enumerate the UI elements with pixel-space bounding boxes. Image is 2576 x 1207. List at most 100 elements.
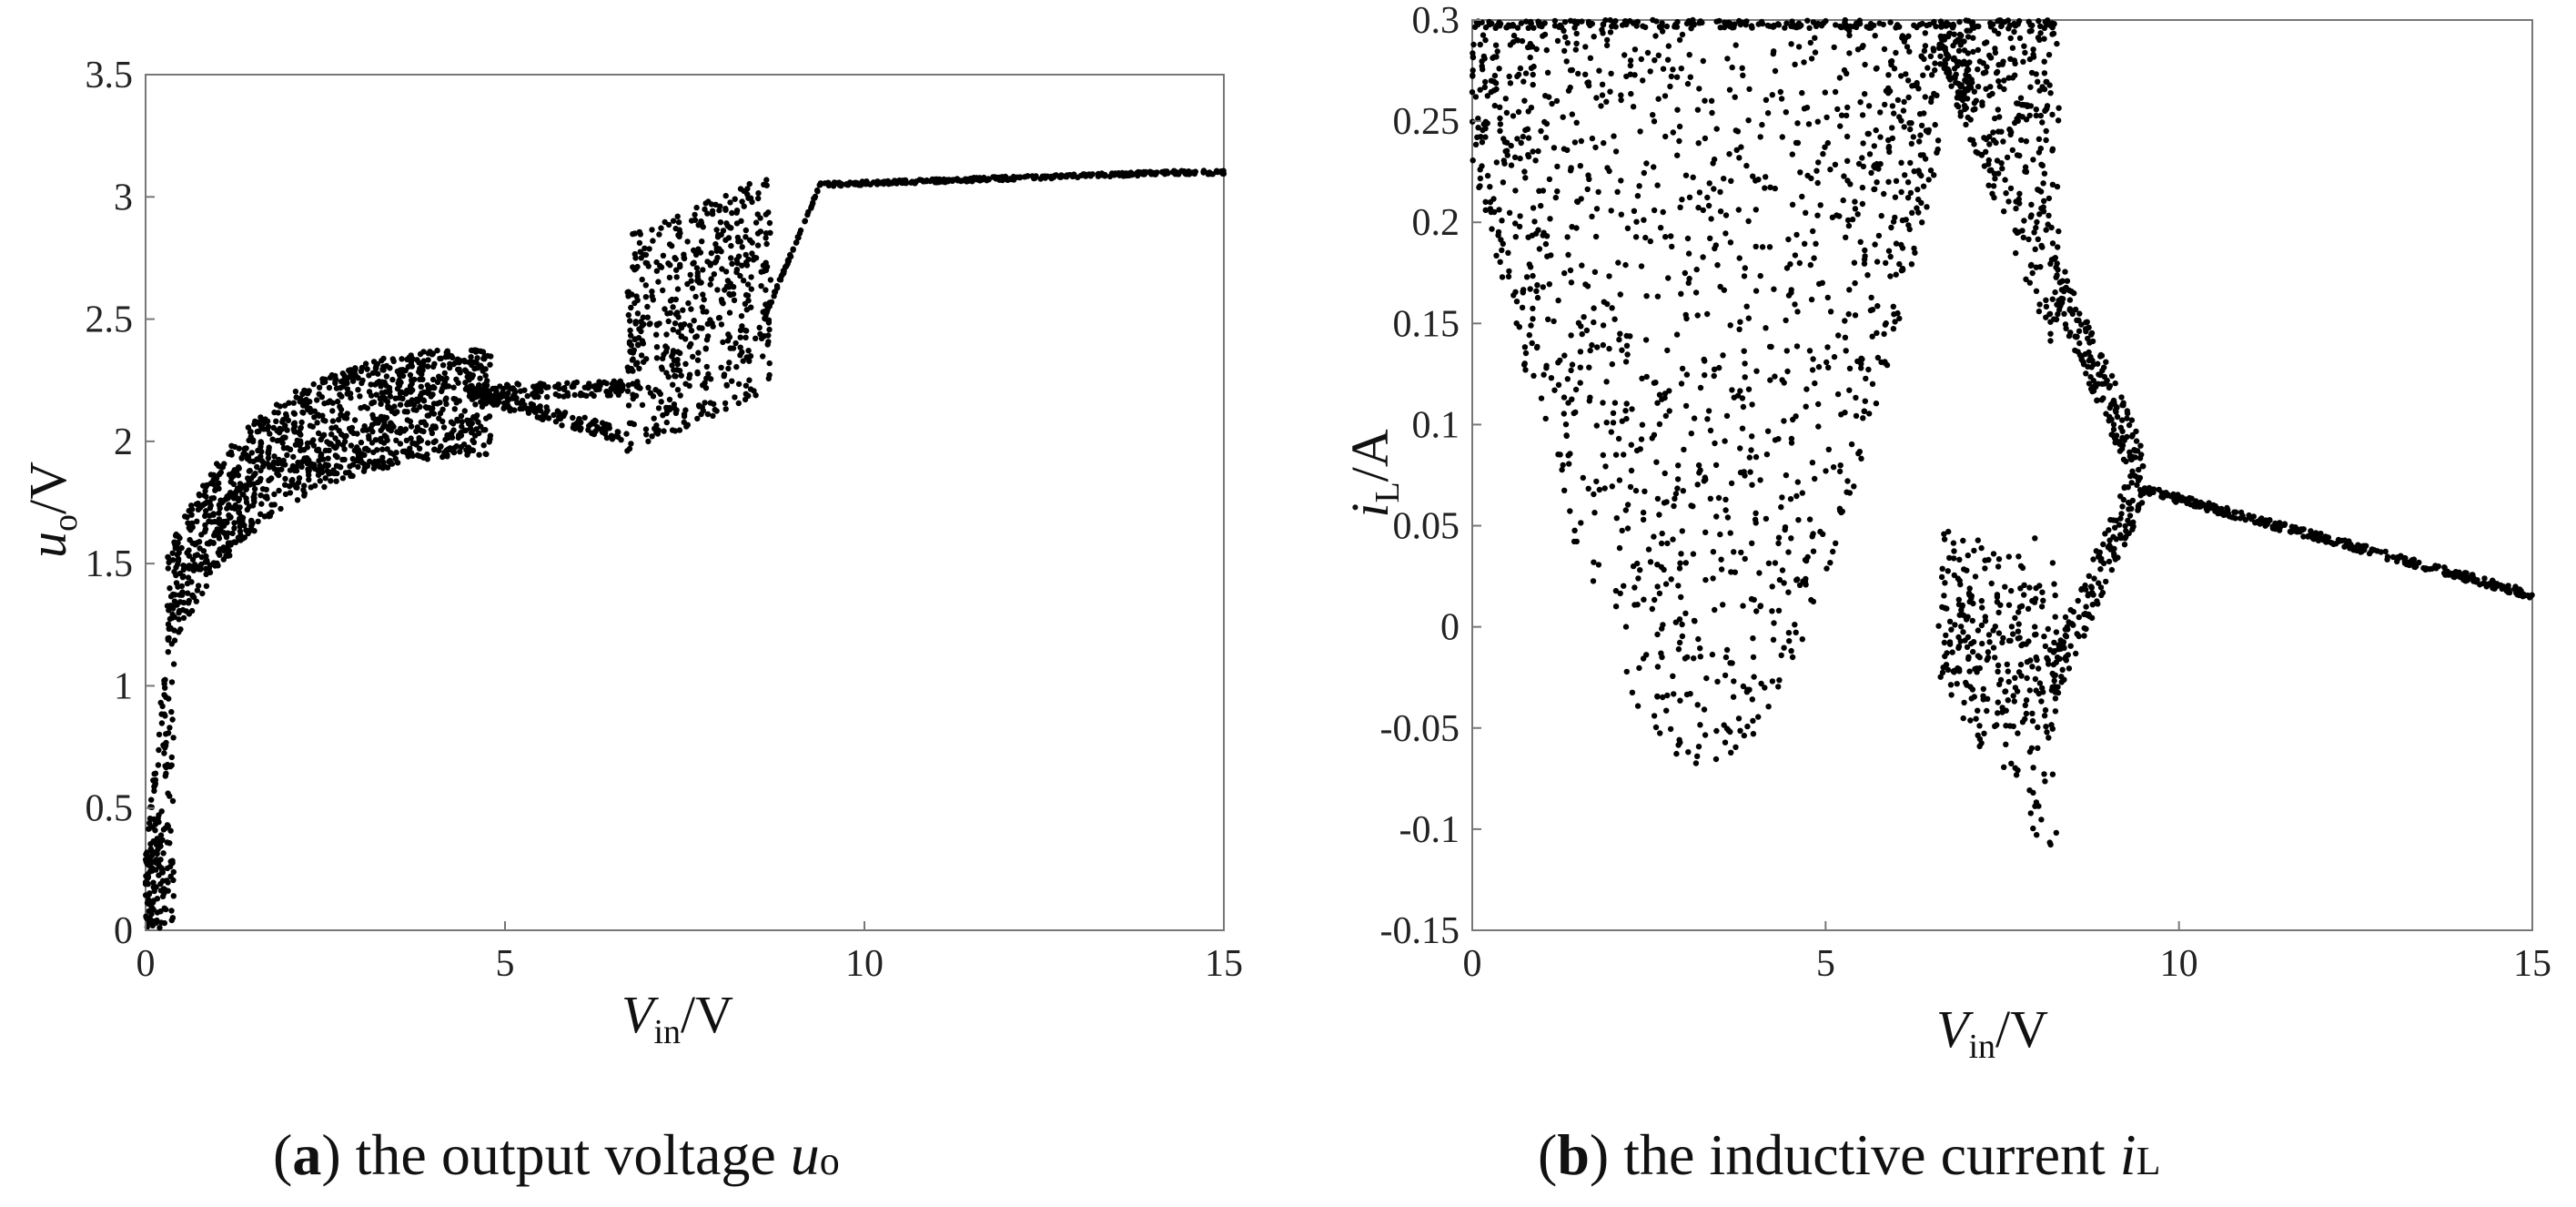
data-point-a <box>265 449 271 456</box>
data-point-b <box>2272 520 2278 527</box>
data-point-b <box>1914 205 1920 211</box>
data-point-a <box>202 565 209 572</box>
data-point-a <box>642 251 650 259</box>
data-point-b <box>1553 97 1561 105</box>
data-point-b <box>1685 250 1692 257</box>
data-point-a <box>231 520 237 526</box>
data-point-a <box>534 382 540 390</box>
data-point-b <box>1481 84 1489 91</box>
data-point-b <box>1585 485 1591 492</box>
data-point-a <box>695 276 702 282</box>
data-point-b <box>1730 694 1737 700</box>
data-point-a <box>634 310 641 317</box>
data-point-b <box>1844 178 1851 184</box>
data-point-b <box>1731 678 1737 685</box>
data-point-b <box>1785 589 1792 595</box>
data-point-a <box>240 451 247 457</box>
data-point-b <box>1713 513 1720 520</box>
data-point-b <box>1771 286 1777 292</box>
data-point-a <box>341 439 349 445</box>
data-point-b <box>1729 387 1735 393</box>
data-point-a <box>1213 168 1219 176</box>
data-point-b <box>1960 537 1966 544</box>
data-point-b <box>1560 114 1566 120</box>
data-point-b <box>2015 553 2022 560</box>
data-point-a <box>397 390 404 397</box>
data-point-b <box>2052 672 2058 678</box>
data-point-b <box>1869 307 1876 313</box>
data-point-a <box>385 389 391 395</box>
data-point-b <box>2017 585 2024 592</box>
data-point-a <box>247 467 253 474</box>
data-point-b <box>1697 18 1704 25</box>
data-point-b <box>2067 643 2074 649</box>
data-point-b <box>1565 452 1571 459</box>
data-point-a <box>1200 167 1207 174</box>
data-point-a <box>349 462 357 468</box>
data-point-b <box>2036 17 2042 25</box>
data-point-b <box>1713 18 1720 25</box>
data-point-b <box>1720 352 1726 359</box>
data-point-a <box>295 459 301 466</box>
data-point-b <box>2047 90 2054 96</box>
data-point-a <box>812 193 819 200</box>
data-point-a <box>700 291 706 298</box>
data-point-b <box>1920 72 1926 78</box>
data-point-b <box>1632 234 1640 240</box>
data-point-b <box>1678 290 1684 297</box>
data-point-b <box>1975 46 1982 54</box>
data-point-b <box>1887 253 1894 260</box>
data-point-a <box>631 230 638 237</box>
data-point-b <box>1736 155 1743 161</box>
data-point-a <box>592 382 599 389</box>
data-point-a <box>370 465 378 472</box>
data-point-a <box>347 390 354 397</box>
data-point-b <box>1611 400 1619 406</box>
data-point-b <box>1519 304 1526 311</box>
data-point-b <box>1890 303 1896 309</box>
data-point-b <box>1924 204 1930 210</box>
data-point-a <box>241 534 248 541</box>
data-point-b <box>1591 269 1599 275</box>
data-point-b <box>2039 119 2046 126</box>
data-point-a <box>825 182 833 188</box>
data-point-a <box>737 334 743 340</box>
data-point-b <box>1563 432 1570 440</box>
data-point-b <box>1482 36 1489 44</box>
data-point-b <box>1749 482 1755 488</box>
data-point-a <box>317 478 323 484</box>
data-point-a <box>681 413 688 420</box>
data-point-b <box>1614 188 1621 195</box>
data-point-a <box>459 423 465 430</box>
data-point-a <box>694 357 702 363</box>
data-point-b <box>1765 704 1772 710</box>
data-point-a <box>411 401 418 408</box>
data-point-a <box>398 379 404 386</box>
data-point-b <box>2046 646 2054 654</box>
data-point-b <box>1500 179 1507 186</box>
data-point-b <box>1554 37 1561 45</box>
data-point-b <box>1654 664 1662 670</box>
data-point-a <box>672 410 680 416</box>
data-point-a <box>196 539 203 545</box>
data-point-b <box>1951 555 1957 562</box>
data-point-a <box>220 530 227 536</box>
data-point-b <box>1918 172 1924 179</box>
data-point-b <box>1653 459 1660 465</box>
data-point-a <box>708 249 714 257</box>
data-point-b <box>1966 585 1973 592</box>
data-point-b <box>2042 778 2048 785</box>
data-point-b <box>1616 336 1622 343</box>
data-point-b <box>1525 108 1531 115</box>
data-point-b <box>1721 176 1727 182</box>
data-point-b <box>1569 361 1576 368</box>
data-point-a <box>639 276 645 283</box>
data-point-b <box>1612 451 1620 458</box>
data-point-a <box>865 180 872 188</box>
data-point-b <box>2011 28 2017 36</box>
data-point-b <box>1947 682 1955 688</box>
data-point-b <box>1965 634 1972 641</box>
data-point-b <box>1622 624 1630 630</box>
data-point-b <box>1633 218 1640 225</box>
data-point-b <box>1711 366 1718 372</box>
